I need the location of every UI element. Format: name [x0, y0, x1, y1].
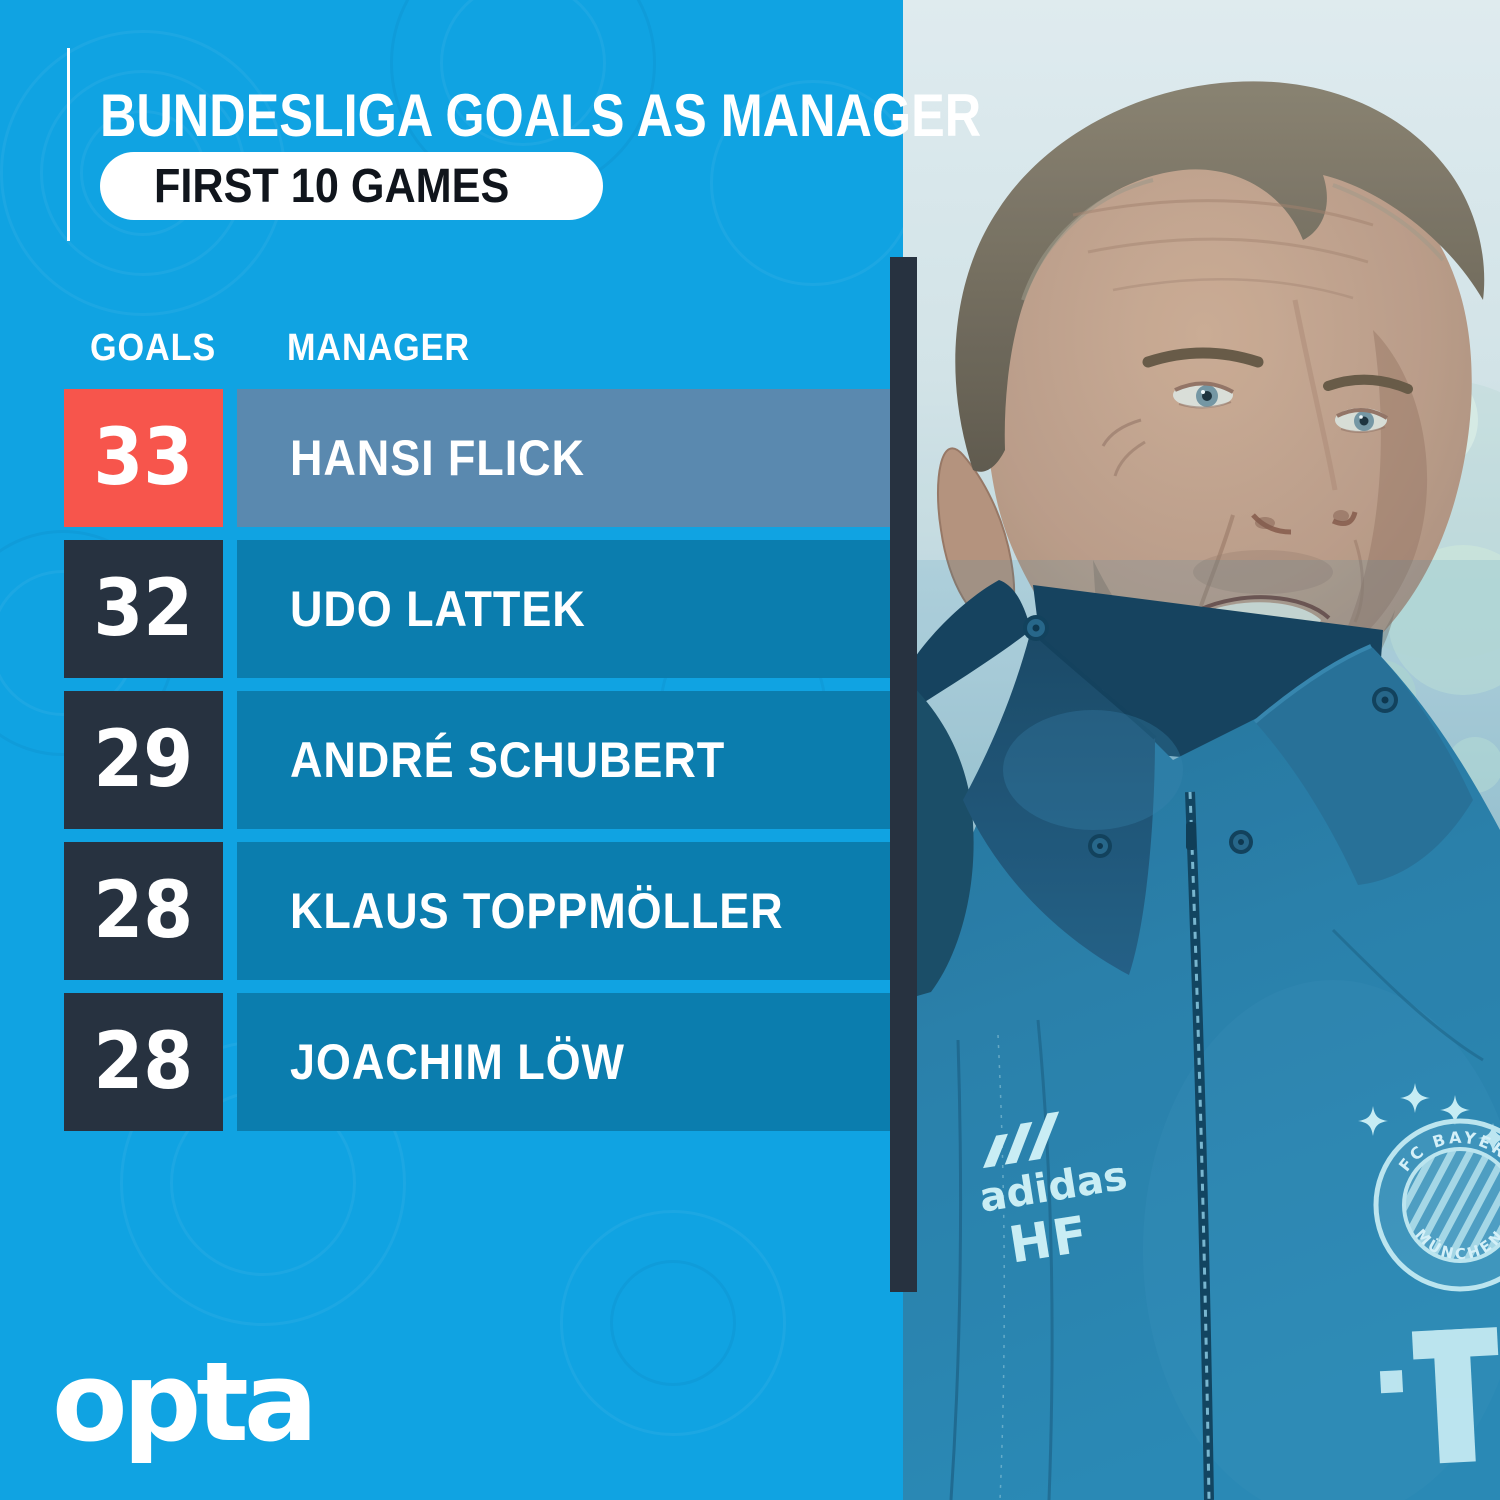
goals-cell: 29: [64, 691, 223, 829]
manager-cell: ANDRÉ SCHUBERT: [237, 691, 890, 829]
table-row: 32 UDO LATTEK: [64, 540, 890, 678]
hair: [955, 81, 1485, 472]
table-row: 28 JOACHIM LÖW: [64, 993, 890, 1131]
goals-cell: 32: [64, 540, 223, 678]
table-row: 29 ANDRÉ SCHUBERT: [64, 691, 890, 829]
eyebrow-right: [1323, 374, 1413, 394]
photo-edge-strip: [890, 257, 917, 1292]
opta-logo: opta: [52, 1338, 318, 1466]
table-row: 33 HANSI FLICK: [64, 389, 890, 527]
eye-right: [1335, 408, 1389, 433]
eyebrow-left: [1142, 347, 1264, 368]
goals-cell: 33: [64, 389, 223, 527]
goals-cell: 28: [64, 842, 223, 980]
jacket: [903, 580, 1500, 1500]
hansi-flick-photo: adidas HF FC BAYERN M: [903, 0, 1500, 1500]
bayern-crest: FC BAYERN MÜNCHEN: [1358, 1083, 1500, 1292]
telekom-t-logo: [1379, 1327, 1499, 1464]
goals-cell: 28: [64, 993, 223, 1131]
ranking-table: 33 HANSI FLICK 32 UDO LATTEK 29 ANDRÉ SC…: [64, 389, 890, 1144]
table-row: 28 KLAUS TOPPMÖLLER: [64, 842, 890, 980]
manager-cell: JOACHIM LÖW: [237, 993, 890, 1131]
column-header-manager: MANAGER: [287, 327, 470, 369]
snap-buttons: [1023, 615, 1398, 858]
page-title: BUNDESLIGA GOALS AS MANAGER: [100, 82, 982, 149]
manager-cell: KLAUS TOPPMÖLLER: [237, 842, 890, 980]
subtitle-pill: FIRST 10 GAMES: [100, 152, 603, 220]
eye-left: [1173, 381, 1234, 409]
title-accent-line: [67, 48, 70, 241]
adidas-logo: adidas HF: [976, 1111, 1130, 1275]
column-header-goals: GOALS: [90, 327, 217, 369]
hf-initials: HF: [1005, 1205, 1093, 1275]
manager-cell: UDO LATTEK: [237, 540, 890, 678]
subtitle-text: FIRST 10 GAMES: [154, 159, 510, 213]
manager-cell: HANSI FLICK: [237, 389, 890, 527]
